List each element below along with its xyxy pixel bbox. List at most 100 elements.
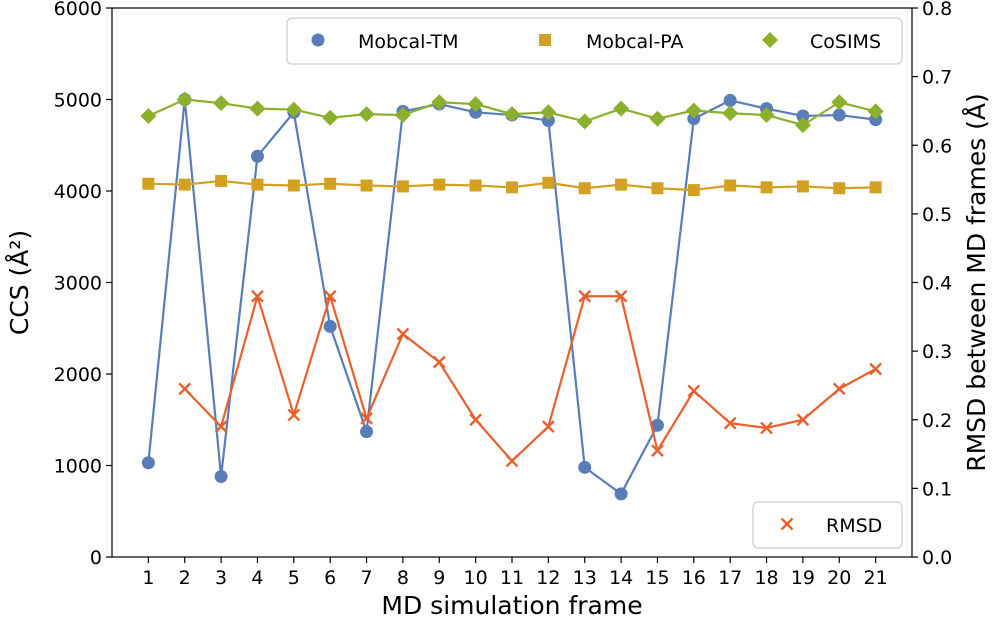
data-point xyxy=(214,469,228,483)
series-line xyxy=(183,295,877,463)
right-y-axis-label: RMSD between MD frames (Å) xyxy=(962,93,991,472)
data-point xyxy=(360,179,373,192)
data-point xyxy=(433,178,446,191)
right-y-tick-label: 0.1 xyxy=(922,478,952,500)
right-y-tick-label: 0.5 xyxy=(922,204,952,226)
data-point xyxy=(469,413,482,427)
right-y-tick-label: 0.6 xyxy=(922,135,952,157)
data-point xyxy=(323,289,337,303)
legend-ccs-methods: Mobcal-TM Mobcal-PA CoSIMS xyxy=(286,17,903,65)
x-tick-label: 20 xyxy=(827,567,851,589)
data-point xyxy=(796,413,810,427)
data-point xyxy=(687,384,701,398)
data-point xyxy=(469,105,483,119)
legend-entry-label: Mobcal-TM xyxy=(358,31,459,53)
left-y-tick-label: 6000 xyxy=(54,0,102,20)
data-point xyxy=(614,289,628,303)
series-mobcal-tm xyxy=(141,93,883,501)
legend-entry-label: CoSIMS xyxy=(810,31,881,53)
data-point xyxy=(324,177,337,190)
data-point xyxy=(722,105,739,122)
right-y-tick-label: 0.3 xyxy=(922,341,952,363)
legend-box xyxy=(752,501,903,549)
data-point xyxy=(869,181,882,194)
data-point xyxy=(142,177,155,190)
x-tick-label: 17 xyxy=(718,567,742,589)
x-tick-label: 9 xyxy=(433,567,445,589)
data-point xyxy=(358,106,375,123)
data-point xyxy=(322,109,339,126)
x-tick-label: 2 xyxy=(179,567,191,589)
right-y-tick-label: 0.7 xyxy=(922,67,952,89)
x-tick-label: 15 xyxy=(645,567,669,589)
data-point xyxy=(796,109,810,123)
left-y-tick-label: 2000 xyxy=(54,364,102,386)
x-tick-label: 19 xyxy=(791,567,815,589)
data-point xyxy=(469,179,482,192)
data-point xyxy=(505,454,519,468)
data-point xyxy=(649,110,666,127)
x-tick-label: 21 xyxy=(864,567,888,589)
data-point xyxy=(578,182,591,195)
legend-rmsd: RMSD xyxy=(752,501,903,549)
data-point xyxy=(615,178,628,191)
data-point xyxy=(832,382,846,396)
x-tick-label: 3 xyxy=(215,567,227,589)
data-point xyxy=(576,113,593,130)
data-point xyxy=(723,416,737,430)
data-point xyxy=(214,420,228,433)
x-tick-label: 16 xyxy=(682,567,706,589)
data-point xyxy=(578,460,592,474)
legend-marker xyxy=(762,32,778,48)
left-y-axis-label: CCS (Å²) xyxy=(5,230,34,335)
data-point xyxy=(724,179,737,192)
data-point xyxy=(687,184,700,197)
data-point xyxy=(760,181,773,194)
data-point xyxy=(723,93,737,107)
x-tick-label: 5 xyxy=(288,567,300,589)
data-point xyxy=(285,101,302,118)
right-y-tick-label: 0.4 xyxy=(922,273,952,295)
data-point xyxy=(614,487,628,501)
data-point xyxy=(687,112,701,126)
right-y-tick-label: 0.2 xyxy=(922,410,952,432)
x-tick-label: 12 xyxy=(536,567,560,589)
data-point xyxy=(833,182,846,195)
data-point xyxy=(432,355,446,369)
data-point xyxy=(396,180,409,193)
data-point xyxy=(213,95,230,112)
data-point xyxy=(178,382,192,396)
legend-box xyxy=(286,17,903,65)
data-point xyxy=(542,176,555,189)
data-point xyxy=(250,149,264,163)
data-point xyxy=(794,117,811,134)
data-point xyxy=(542,420,555,433)
legend-marker xyxy=(539,34,551,46)
x-tick-label: 14 xyxy=(609,567,633,589)
legend-entry-label: Mobcal-PA xyxy=(586,31,684,53)
data-point xyxy=(394,107,411,124)
data-point xyxy=(249,100,266,117)
data-point xyxy=(506,181,518,194)
data-point xyxy=(504,106,520,123)
data-point xyxy=(869,362,882,376)
data-point xyxy=(758,107,775,124)
series-mobcal-pa xyxy=(142,174,882,197)
data-point xyxy=(651,182,664,195)
data-point xyxy=(867,103,884,120)
x-tick-label: 6 xyxy=(324,567,336,589)
data-point xyxy=(540,104,557,121)
x-axis-label: MD simulation frame xyxy=(381,591,642,620)
data-point xyxy=(831,94,848,111)
data-point xyxy=(141,456,155,470)
data-point xyxy=(396,327,410,341)
x-tick-label: 18 xyxy=(754,567,778,589)
right-y-tick-label: 0.0 xyxy=(922,547,952,569)
data-point xyxy=(578,289,592,303)
plot-area-frame xyxy=(111,7,913,558)
data-point xyxy=(287,179,300,192)
left-y-tick-label: 1000 xyxy=(54,456,102,478)
left-y-tick-label: 0 xyxy=(90,547,102,569)
left-y-tick-label: 4000 xyxy=(54,181,102,203)
